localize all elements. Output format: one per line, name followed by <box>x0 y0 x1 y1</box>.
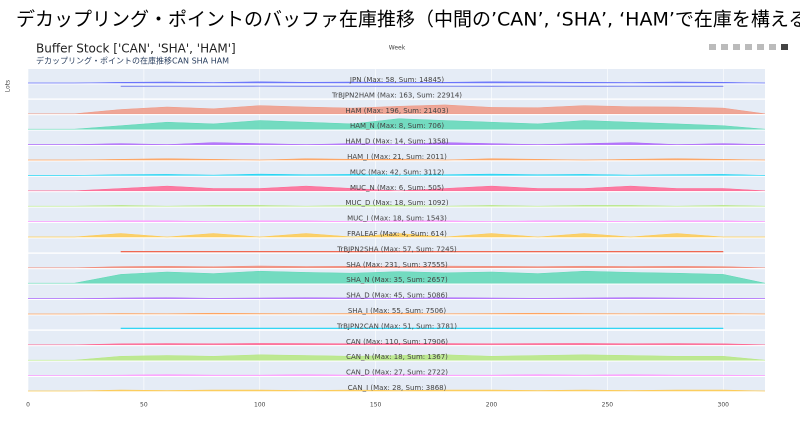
toolbar-icon[interactable] <box>733 44 740 50</box>
toolbar-icon[interactable] <box>745 44 752 50</box>
subplot-title: HAM_N (Max: 8, Sum: 706) <box>350 122 444 130</box>
plot-area: 0 50 100 150 200 250 300 JPN (Max: 58, Sum: 148… <box>26 69 765 409</box>
toolbar-icon[interactable] <box>757 44 764 50</box>
subplot-title: SHA_I (Max: 55, Sum: 7506) <box>348 307 447 315</box>
y-axis-label: Lots <box>5 80 12 92</box>
subplot-title: TrBJPN2CAN (Max: 51, Sum: 3781) <box>336 322 457 330</box>
chart-title: Buffer Stock ['CAN', 'SHA', 'HAM'] <box>36 42 236 56</box>
subplot-title: CAN_I (Max: 28, Sum: 3868) <box>348 384 447 392</box>
x-tick-label: 100 <box>254 402 266 409</box>
x-tick-label: 200 <box>486 402 498 409</box>
x-tick-label: 0 <box>26 402 30 409</box>
chart-subtitle: デカップリング・ポイントの在庫推移CAN SHA HAM <box>36 56 229 66</box>
subplot-title: MUC_D (Max: 18, Sum: 1092) <box>345 199 448 207</box>
x-axis-label: Week <box>389 45 406 52</box>
subplot-title: MUC_N (Max: 6, Sum: 505) <box>350 184 444 192</box>
subplot-title: HAM (Max: 196, Sum: 21403) <box>345 107 448 115</box>
toolbar-icon[interactable] <box>781 44 788 50</box>
subplot-title: MUC_I (Max: 18, Sum: 1543) <box>347 215 447 223</box>
subplot-title: CAN (Max: 110, Sum: 17906) <box>346 338 448 346</box>
subplot-title: TrBJPN2SHA (Max: 57, Sum: 7245) <box>336 245 457 253</box>
subplot-title: SHA (Max: 231, Sum: 37555) <box>346 261 448 269</box>
subplot-title: SHA_D (Max: 45, Sum: 5086) <box>346 292 448 300</box>
x-tick-label: 300 <box>718 402 730 409</box>
subplot-title: JPN (Max: 58, Sum: 14845) <box>349 76 444 84</box>
subplot-title: SHA_N (Max: 35, Sum: 2657) <box>346 276 448 284</box>
subplot-title: CAN_N (Max: 18, Sum: 1367) <box>346 353 448 361</box>
toolbar-icon[interactable] <box>709 44 716 50</box>
subplot-title: MUC (Max: 42, Sum: 3112) <box>350 168 445 176</box>
x-tick-label: 150 <box>370 402 382 409</box>
toolbar-icon[interactable] <box>721 44 728 50</box>
subplot-title: TrBJPN2HAM (Max: 163, Sum: 22914) <box>331 91 462 99</box>
x-tick-label: 50 <box>140 402 148 409</box>
toolbar-icon[interactable] <box>769 44 776 50</box>
page-title: デカップリング・ポイントのバッファ在庫推移（中間の’CAN’, ‘SHA’, ‘… <box>16 9 800 31</box>
subplot-title: FRALEAF (Max: 4, Sum: 614) <box>347 230 447 238</box>
x-tick-label: 250 <box>602 402 614 409</box>
subplot-title: HAM_D (Max: 14, Sum: 1358) <box>345 138 448 146</box>
subplot-title: CAN_D (Max: 27, Sum: 2722) <box>346 369 448 377</box>
subplot-title: HAM_I (Max: 21, Sum: 2011) <box>347 153 447 161</box>
toolbar <box>709 44 788 50</box>
